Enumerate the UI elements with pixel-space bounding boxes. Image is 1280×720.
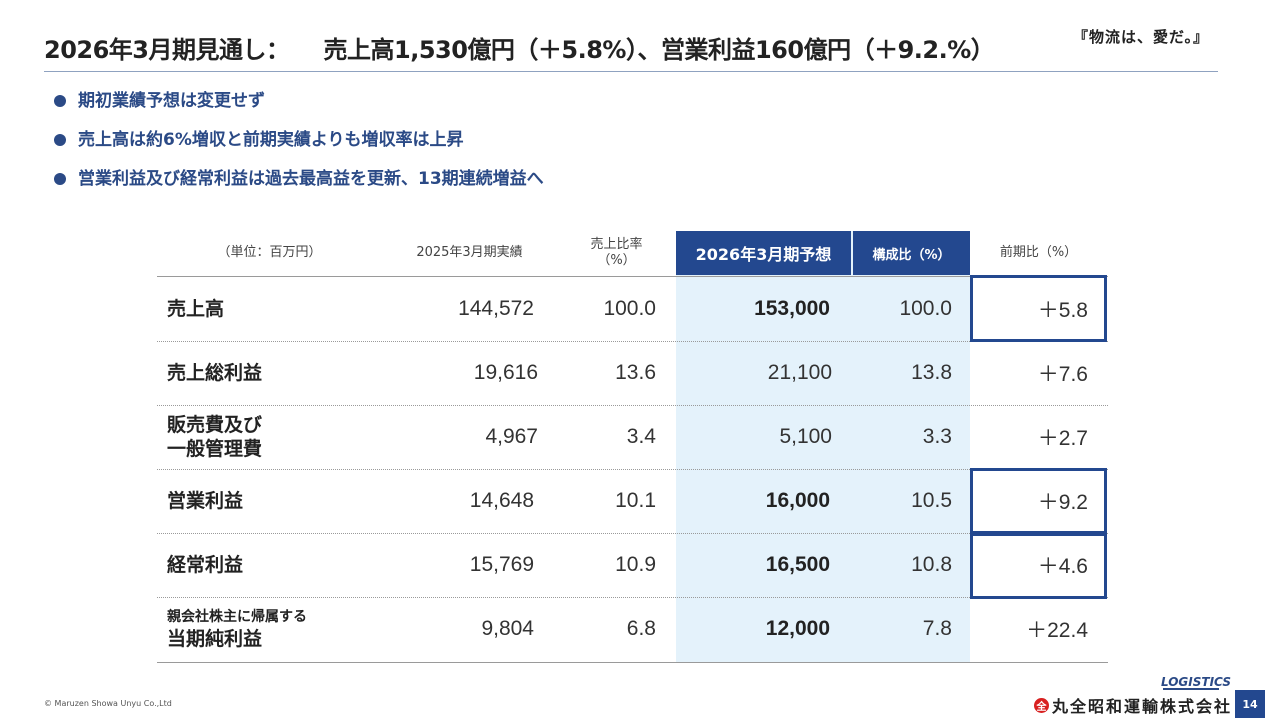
table-row: 営業利益 14,648 10.1 16,000 10.5 ＋9.2 xyxy=(157,469,1108,533)
cell-forecast: 153,000 xyxy=(754,297,830,320)
forecast-table: （単位：百万円） 2025年3月期実績 売上比率 （%） 2026年3月期予想 … xyxy=(157,231,1108,663)
header-rule xyxy=(157,276,1108,277)
bullet-item: 営業利益及び経常利益は過去最高益を更新、13期連続増益へ xyxy=(54,166,544,205)
cell-ratio: 13.6 xyxy=(615,361,656,384)
cell-forecast: 5,100 xyxy=(779,425,832,448)
cell-yoy: ＋2.7 xyxy=(1037,427,1088,450)
cell-prev: 15,769 xyxy=(469,553,534,576)
table-row: 売上総利益 19,616 13.6 21,100 13.8 ＋7.6 xyxy=(157,341,1108,405)
row-divider xyxy=(157,597,1108,598)
cell-forecast: 12,000 xyxy=(765,617,830,640)
table-row: 販売費及び 一般管理費 4,967 3.4 5,100 3.3 ＋2.7 xyxy=(157,405,1108,469)
row-label: 売上高 xyxy=(167,298,225,320)
cell-yoy: ＋22.4 xyxy=(1026,619,1088,642)
cell-yoy: ＋4.6 xyxy=(1037,555,1088,578)
row-divider xyxy=(157,405,1108,406)
yoy-highlight-box xyxy=(970,533,1107,599)
row-label: 営業利益 xyxy=(167,490,244,512)
header-unit: （単位：百万円） xyxy=(217,245,322,260)
header-prev-ratio: 売上比率 （%） xyxy=(590,237,643,268)
title-divider xyxy=(44,71,1218,72)
copyright: © Maruzen Showa Unyu Co.,Ltd xyxy=(44,699,172,708)
bullet-item: 期初業績予想は変更せず xyxy=(54,88,544,127)
yoy-highlight-box xyxy=(970,468,1107,534)
bullet-dot-icon xyxy=(54,134,66,146)
cell-comp: 10.8 xyxy=(911,553,952,576)
page-number: 14 xyxy=(1235,690,1265,718)
table-bottom-rule xyxy=(157,662,1108,663)
cell-comp: 100.0 xyxy=(899,297,952,320)
forecast-column-highlight xyxy=(676,231,970,662)
cell-ratio: 100.0 xyxy=(603,297,656,320)
header-forecast: 2026年3月期予想 xyxy=(676,231,851,275)
logistics-logo-underline xyxy=(1163,688,1219,694)
title-main: 2026年3月期見通し： xyxy=(44,36,290,64)
cell-yoy: ＋9.2 xyxy=(1037,491,1088,514)
logistics-logo: LOGISTICS xyxy=(1161,675,1232,689)
table-row: 売上高 144,572 100.0 153,000 100.0 ＋5.8 xyxy=(157,277,1108,341)
bullet-item: 売上高は約6%増収と前期実績よりも増収率は上昇 xyxy=(54,127,544,166)
table-row: 親会社株主に帰属する 当期純利益 9,804 6.8 12,000 7.8 ＋2… xyxy=(157,597,1108,661)
company-mark-icon: 全 xyxy=(1034,697,1049,713)
cell-forecast: 16,500 xyxy=(765,553,830,576)
cell-ratio: 3.4 xyxy=(626,425,656,448)
cell-yoy: ＋5.8 xyxy=(1037,299,1088,322)
cell-prev: 9,804 xyxy=(481,617,534,640)
row-divider xyxy=(157,533,1108,534)
page-title: 2026年3月期見通し： 売上高1,530億円（＋5.8%）、営業利益160億円（… xyxy=(44,30,995,65)
cell-comp: 10.5 xyxy=(911,489,952,512)
bullet-list: 期初業績予想は変更せず 売上高は約6%増収と前期実績よりも増収率は上昇 営業利益… xyxy=(54,88,544,205)
title-detail: 売上高1,530億円（＋5.8%）、営業利益160億円（＋9.2.%） xyxy=(323,36,995,64)
cell-prev: 14,648 xyxy=(469,489,534,512)
row-divider xyxy=(157,469,1108,470)
cell-ratio: 10.1 xyxy=(615,489,656,512)
bullet-dot-icon xyxy=(54,95,66,107)
header-prev-actual: 2025年3月期実績 xyxy=(416,245,523,260)
company-name: 全 丸全昭和運輸株式会社 xyxy=(1034,693,1232,717)
row-divider xyxy=(157,341,1108,342)
cell-ratio: 10.9 xyxy=(615,553,656,576)
row-label: 親会社株主に帰属する 当期純利益 xyxy=(167,609,307,650)
header-composition: 構成比（%） xyxy=(853,231,970,275)
cell-ratio: 6.8 xyxy=(626,617,656,640)
cell-comp: 3.3 xyxy=(922,425,952,448)
cell-forecast: 16,000 xyxy=(765,489,830,512)
cell-yoy: ＋7.6 xyxy=(1037,363,1088,386)
header-yoy: 前期比（%） xyxy=(999,245,1078,260)
cell-forecast: 21,100 xyxy=(767,361,832,384)
yoy-highlight-box xyxy=(970,275,1107,342)
cell-comp: 13.8 xyxy=(911,361,952,384)
table-row: 経常利益 15,769 10.9 16,500 10.8 ＋4.6 xyxy=(157,533,1108,597)
row-label: 売上総利益 xyxy=(167,362,263,384)
row-label: 販売費及び 一般管理費 xyxy=(167,414,263,460)
row-label: 経常利益 xyxy=(167,554,244,576)
cell-prev: 4,967 xyxy=(485,425,538,448)
cell-prev: 144,572 xyxy=(458,297,534,320)
cell-prev: 19,616 xyxy=(473,361,538,384)
slogan: 『物流は、愛だ。』 xyxy=(1073,28,1210,46)
bullet-dot-icon xyxy=(54,173,66,185)
cell-comp: 7.8 xyxy=(922,617,952,640)
